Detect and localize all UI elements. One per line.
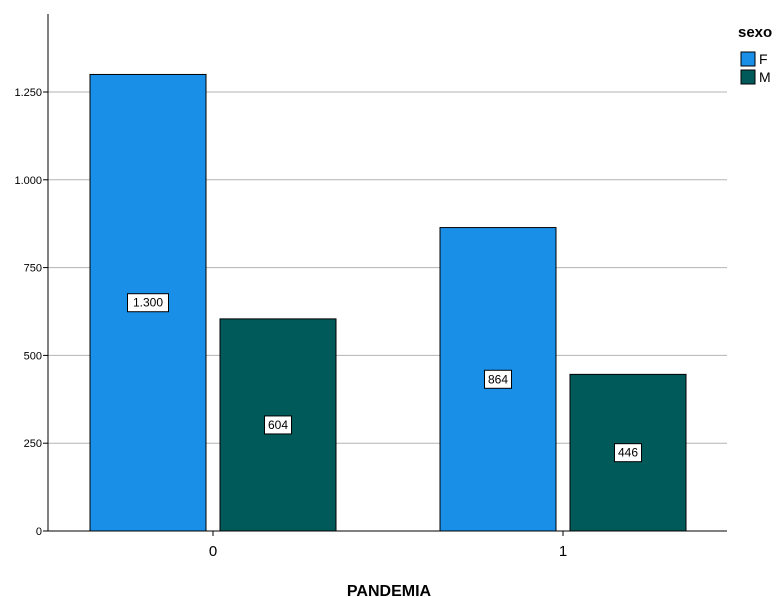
y-tick-labels: 0 250 500 750 1.000 1.250: [14, 87, 48, 538]
legend-swatch-M: [740, 69, 756, 85]
x-axis-title: PANDEMIA: [347, 583, 432, 597]
data-label: 604: [268, 418, 288, 432]
legend-label-F: F: [759, 51, 768, 67]
data-label-box: [614, 443, 642, 463]
legend: sexo FM: [738, 24, 772, 85]
legend-label-M: M: [759, 69, 771, 85]
legend-swatch-F: [740, 51, 756, 67]
legend-title: sexo: [738, 24, 772, 41]
data-label: 1.300: [133, 296, 163, 310]
y-tick-label: 1.000: [14, 175, 42, 187]
y-tick-label: 500: [24, 350, 42, 362]
y-tick-label: 0: [36, 526, 42, 538]
data-label: 864: [488, 372, 508, 386]
data-label: 446: [618, 446, 638, 460]
bars: [89, 73, 687, 532]
y-tick-label: 750: [24, 263, 42, 275]
x-category-label: 1: [559, 543, 567, 560]
data-label-box: [127, 293, 169, 313]
axes: [47, 14, 727, 532]
y-tick-label: 250: [24, 438, 42, 450]
data-label-box: [484, 369, 512, 389]
data-labels: 1.300 604 864 446: [127, 293, 642, 463]
data-label-box: [264, 415, 292, 435]
y-tick-label: 1.250: [14, 87, 42, 99]
x-category-label: 0: [209, 543, 217, 560]
